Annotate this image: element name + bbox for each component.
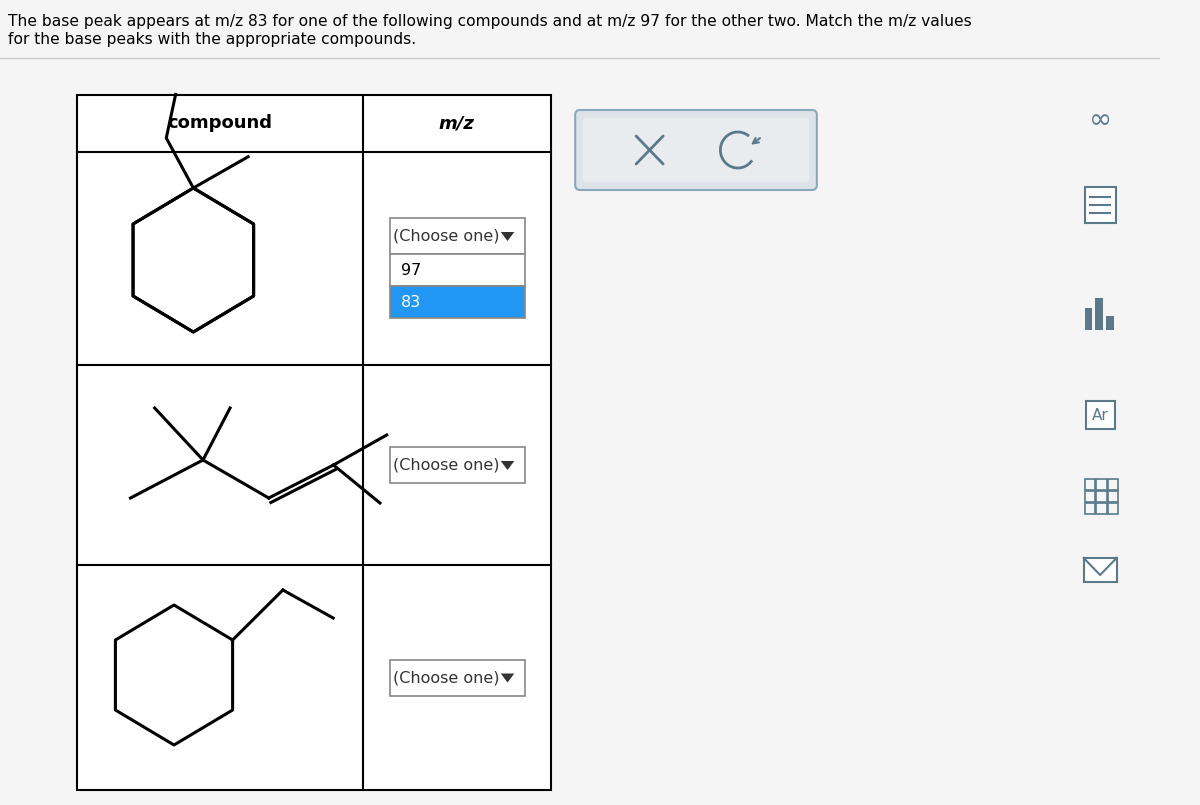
Bar [1108, 491, 1118, 502]
Bar [390, 254, 524, 286]
Bar [1085, 503, 1096, 514]
Bar [1097, 479, 1106, 490]
FancyBboxPatch shape [583, 118, 809, 182]
Text: 97: 97 [401, 262, 421, 278]
Bar [1085, 491, 1096, 502]
Text: m/z: m/z [439, 114, 475, 133]
Bar [1108, 479, 1118, 490]
Text: compound: compound [168, 114, 272, 133]
Bar [390, 447, 524, 483]
Polygon shape [500, 461, 515, 470]
Text: Ar: Ar [1092, 407, 1109, 423]
Bar [1085, 479, 1096, 490]
Text: The base peak appears at m/z 83 for one of the following compounds and at m/z 97: The base peak appears at m/z 83 for one … [7, 14, 972, 29]
Polygon shape [500, 674, 515, 683]
FancyBboxPatch shape [575, 110, 817, 190]
Text: (Choose one): (Choose one) [394, 670, 499, 685]
Bar [1097, 491, 1106, 502]
Bar [1108, 503, 1118, 514]
Bar [1106, 316, 1114, 330]
Text: 83: 83 [401, 295, 421, 309]
Text: (Choose one): (Choose one) [394, 229, 499, 243]
Bar [390, 286, 524, 318]
Bar [390, 218, 524, 254]
Text: (Choose one): (Choose one) [394, 457, 499, 473]
Bar [390, 659, 524, 696]
Bar [1085, 308, 1092, 330]
Bar [1084, 558, 1116, 582]
Text: for the base peaks with the appropriate compounds.: for the base peaks with the appropriate … [7, 32, 416, 47]
Bar [77, 95, 551, 790]
Text: ∞: ∞ [1088, 106, 1111, 134]
Bar [1085, 187, 1116, 223]
Bar [1097, 503, 1106, 514]
Polygon shape [500, 232, 515, 241]
Bar [1096, 298, 1103, 330]
